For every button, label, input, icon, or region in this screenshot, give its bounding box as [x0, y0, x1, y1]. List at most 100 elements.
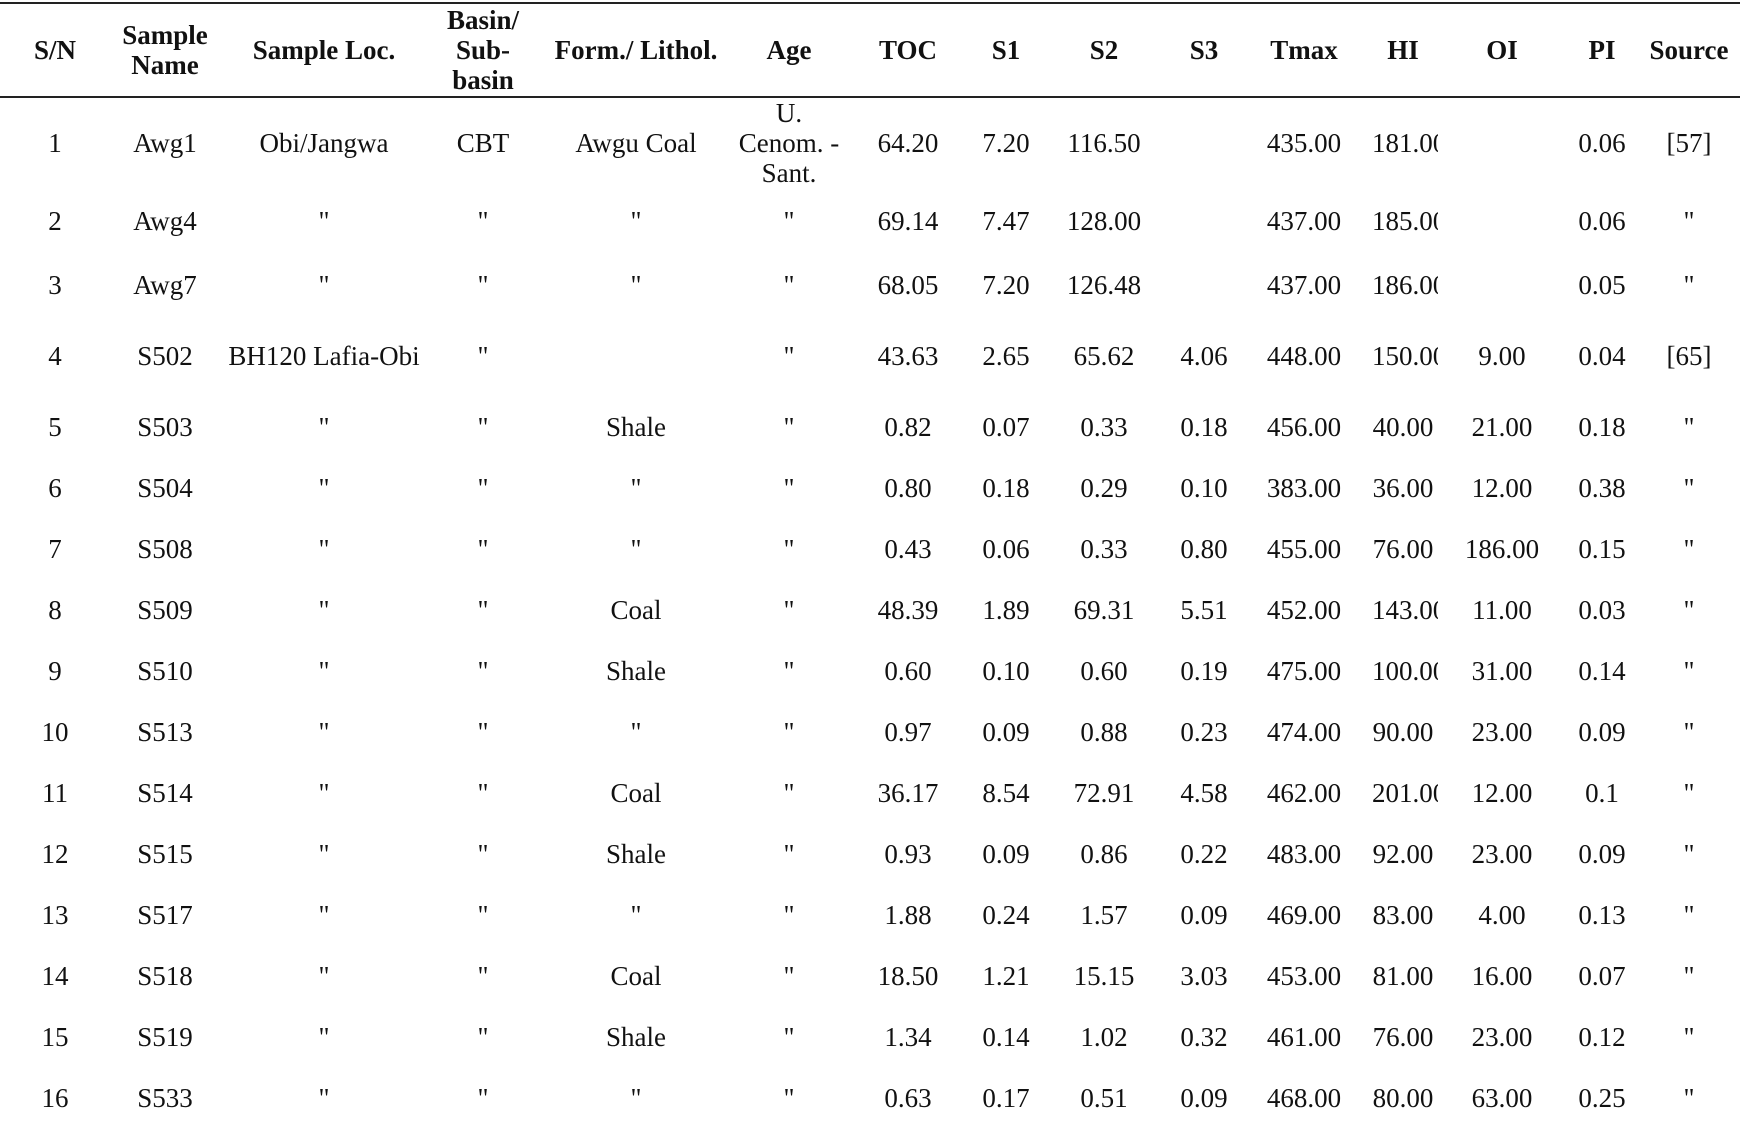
table-row: 1 Awg1 Obi/Jangwa CBT Awgu Coal U. Cenom. -Sa… — [0, 97, 1740, 188]
table-cell: 126.48 — [1066, 270, 1142, 300]
table-cell: 186.00 — [1464, 533, 1540, 564]
table-cell: 0.03 — [1578, 594, 1626, 625]
table-cell: S519 — [137, 1021, 193, 1052]
table-cell: " — [783, 341, 795, 371]
table-cell: " — [783, 533, 795, 564]
table-cell: 0.32 — [1180, 1021, 1228, 1052]
table-cell: 2 — [48, 206, 62, 236]
table-cell: 15.15 — [1073, 960, 1135, 991]
table-cell: Awg7 — [133, 270, 197, 300]
table-cell: 128.00 — [1066, 206, 1142, 236]
table-cell: " — [477, 655, 489, 686]
empty-cell — [1438, 254, 1566, 316]
table-cell: 3 — [48, 270, 62, 300]
table-cell: 12.00 — [1471, 472, 1533, 503]
table-cell: " — [477, 533, 489, 564]
table-cell: 0.51 — [1080, 1082, 1128, 1113]
table-cell: 116.50 — [1067, 128, 1141, 158]
table-cell: 0.82 — [884, 411, 932, 442]
table-cell: 0.15 — [1578, 533, 1626, 564]
table-cell: 1.02 — [1080, 1021, 1128, 1052]
table-cell: " — [477, 594, 489, 625]
table-cell: 0.17 — [982, 1082, 1030, 1113]
table-cell: 36.17 — [877, 777, 939, 808]
column-header: S/N — [0, 2, 110, 98]
table-cell: 11 — [42, 777, 68, 808]
table-cell: " — [630, 899, 642, 930]
table-cell: 2.65 — [982, 341, 1030, 371]
table-row: 7 S508 " " " " 0.43 0.06 0.33 0.80 455.00 76.00 186.… — [0, 518, 1740, 579]
table-cell: 1.89 — [982, 594, 1030, 625]
table-cell: 0.09 — [982, 838, 1030, 869]
table-cell: " — [477, 838, 489, 869]
table-cell: S518 — [137, 960, 193, 991]
table-cell: " — [477, 341, 489, 371]
table-cell: 6 — [48, 472, 62, 503]
table-cell: " — [318, 716, 330, 747]
table-cell: " — [783, 899, 795, 930]
table-cell: 0.22 — [1180, 838, 1228, 869]
table-cell: 18.50 — [877, 960, 939, 991]
column-header: S1 — [972, 2, 1040, 98]
table-cell: " — [477, 899, 489, 930]
table-cell: 69.14 — [877, 206, 939, 236]
table-cell: Shale — [606, 655, 666, 686]
table-cell: Shale — [606, 1021, 666, 1052]
table-cell: 453.00 — [1266, 960, 1342, 991]
table-cell: 0.93 — [884, 838, 932, 869]
table-cell: S515 — [137, 838, 193, 869]
column-header: Sample Loc. — [220, 2, 428, 98]
table-cell: 0.33 — [1080, 411, 1128, 442]
table-cell: 76.00 — [1372, 533, 1434, 564]
table-cell: Coal — [610, 594, 662, 625]
table-cell: " — [783, 206, 795, 236]
table-cell: " — [1683, 716, 1695, 747]
table-cell: " — [630, 472, 642, 503]
table-cell: 40.00 — [1372, 411, 1434, 442]
table-cell: " — [477, 960, 489, 991]
table-cell: 80.00 — [1372, 1082, 1434, 1113]
table-cell: 8.54 — [982, 777, 1030, 808]
table-cell: " — [318, 838, 330, 869]
table-cell: 143.00 — [1372, 594, 1438, 625]
table-cell: 1.21 — [982, 960, 1030, 991]
table-cell: 383.00 — [1266, 472, 1342, 503]
table-cell: 0.43 — [884, 533, 932, 564]
table-cell: 16 — [41, 1082, 69, 1113]
table-cell: " — [1683, 777, 1695, 808]
table-cell: 1.88 — [884, 899, 932, 930]
table-cell: 5.51 — [1180, 594, 1228, 625]
table-cell: " — [318, 655, 330, 686]
table-cell: " — [318, 960, 330, 991]
table-cell: 1 — [48, 128, 62, 158]
table-cell: Coal — [610, 777, 662, 808]
table-cell: 100.00 — [1372, 655, 1438, 686]
table-cell: " — [318, 472, 330, 503]
empty-cell — [1168, 188, 1240, 254]
table-cell: " — [1683, 1021, 1695, 1052]
table-cell: 0.63 — [884, 1082, 932, 1113]
table-cell: S503 — [137, 411, 193, 442]
table-cell: 0.24 — [982, 899, 1030, 930]
table-cell: U. Cenom. -Sant. — [738, 98, 840, 188]
table-cell: 0.06 — [1578, 206, 1626, 236]
table-cell: 90.00 — [1372, 716, 1434, 747]
table-cell: 0.14 — [1578, 655, 1626, 686]
column-header: HI — [1368, 2, 1438, 98]
table-cell: 64.20 — [877, 128, 939, 158]
table-cell: " — [477, 270, 489, 300]
table-row: 16 S533 " " " " 0.63 0.17 0.51 0.09 468.00 80.00 63.… — [0, 1067, 1740, 1128]
table-cell: " — [318, 1021, 330, 1052]
table-cell: 448.00 — [1266, 341, 1342, 371]
table-cell: [65] — [1666, 341, 1712, 371]
table-cell: " — [318, 899, 330, 930]
table-cell: 0.18 — [1180, 411, 1228, 442]
table-cell: " — [630, 1082, 642, 1113]
table-row: 4 S502 BH120 Lafia-Obi " " 43.63 2.65 65.62 4.06… — [0, 316, 1740, 396]
column-header: S3 — [1168, 2, 1240, 98]
table-cell: [57] — [1666, 128, 1712, 158]
table-cell: 12.00 — [1471, 777, 1533, 808]
table-cell: 468.00 — [1266, 1082, 1342, 1113]
